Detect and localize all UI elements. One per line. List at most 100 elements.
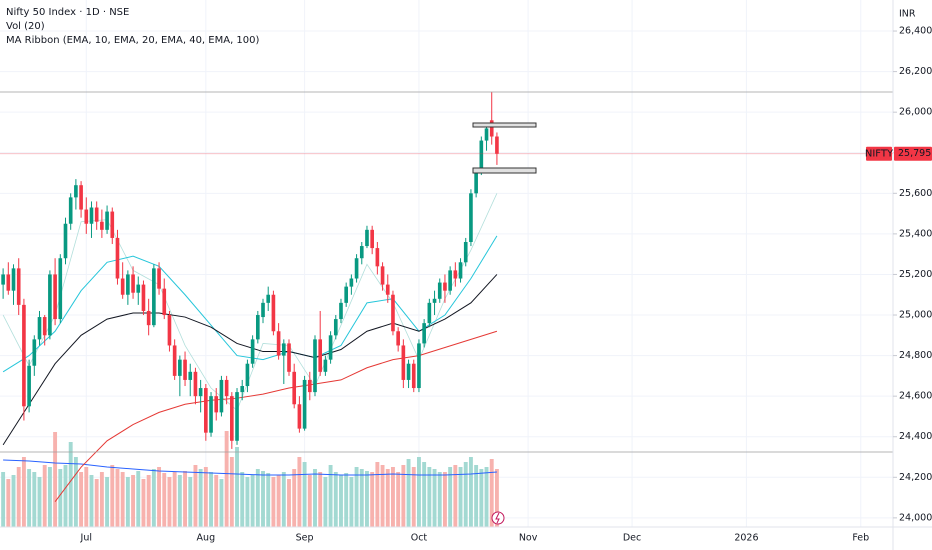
- volume-bar: [313, 469, 317, 527]
- volume-bar: [406, 459, 411, 527]
- volume-bar: [287, 479, 291, 527]
- volume-bar: [458, 467, 463, 527]
- volume-bar: [235, 447, 239, 527]
- volume-bar: [21, 457, 26, 527]
- volume-bar: [157, 467, 162, 527]
- candle-body: [474, 173, 478, 194]
- volume-bar: [489, 459, 494, 527]
- volume-bar: [16, 467, 21, 527]
- candle-body: [375, 248, 380, 267]
- volume-bar: [276, 475, 281, 527]
- volume-bar: [328, 465, 333, 527]
- candle-body: [313, 339, 317, 393]
- candle-body: [110, 211, 115, 238]
- candle-body: [359, 246, 364, 259]
- candle-body: [276, 331, 281, 356]
- y-tick-label: 24,800.00: [899, 350, 932, 361]
- volume-bar: [339, 475, 343, 527]
- y-tick-label: 26,400.00: [899, 26, 932, 37]
- candle-body: [307, 379, 312, 393]
- y-tick-label: 24,400.00: [899, 431, 932, 442]
- candle-body: [370, 229, 374, 249]
- candle-body: [349, 278, 354, 287]
- x-tick-label: Sep: [296, 533, 314, 544]
- candle-body: [162, 288, 167, 316]
- candle-body: [136, 284, 141, 293]
- volume-bar: [99, 472, 104, 527]
- volume-bar: [37, 477, 42, 527]
- volume-bar: [131, 475, 136, 527]
- volume-bar: [240, 472, 245, 527]
- volume-bar: [11, 475, 16, 527]
- volume-bar: [333, 472, 338, 527]
- volume-bar: [198, 469, 203, 527]
- volume-bar: [281, 472, 286, 527]
- volume-bar: [474, 465, 479, 527]
- x-tick-label: 2026: [734, 533, 758, 544]
- volume-bar: [344, 473, 349, 527]
- volume-bar: [245, 477, 250, 527]
- axes: 24,000.00 24,200.00 24,400.00 24,600.00 24,8…: [0, 26, 932, 544]
- indicator-label: MA Ribbon (EMA, 10, EMA, 20, EMA, 40, EM…: [6, 35, 260, 46]
- candle-body: [344, 286, 348, 303]
- candle-body: [27, 365, 31, 407]
- volume-bar: [422, 462, 427, 527]
- candle-body: [235, 392, 239, 441]
- candle-body: [157, 268, 161, 289]
- candle-body: [193, 371, 198, 397]
- x-tick-label: Dec: [623, 533, 641, 544]
- drawn-box: [472, 167, 537, 174]
- candle-body: [427, 302, 432, 324]
- candle-body: [266, 294, 271, 303]
- candle-body: [178, 359, 182, 376]
- x-tick-label: Oct: [411, 533, 428, 544]
- volume-bar: [27, 469, 32, 527]
- candle-body: [250, 339, 255, 364]
- y-tick-label: 25,000.00: [899, 310, 932, 321]
- volume-bar: [375, 462, 380, 527]
- volume-bar: [448, 467, 453, 527]
- currency-label: INR: [899, 9, 916, 20]
- volume-bar: [47, 467, 52, 527]
- candle-body: [469, 193, 473, 242]
- y-tick-label: 24,000.00: [899, 512, 932, 523]
- volume-bar: [307, 475, 312, 527]
- volume-bar: [115, 469, 120, 527]
- symbol-label: NIFTY: [865, 149, 894, 160]
- candle-body: [422, 323, 426, 344]
- candle-body: [22, 304, 26, 407]
- y-tick-label: 25,400.00: [899, 228, 932, 239]
- volume-bar: [417, 457, 421, 527]
- candle-body: [484, 128, 489, 141]
- candle-body: [489, 120, 494, 137]
- drawn-box: [472, 122, 537, 128]
- volume-bar: [146, 475, 151, 527]
- candle-body: [94, 207, 99, 222]
- ema-ribbon: [2, 193, 498, 502]
- candle-body: [380, 266, 385, 285]
- price-label: 25,795.15: [898, 148, 932, 159]
- volume-bar: [53, 432, 58, 527]
- volume-bar: [193, 465, 198, 527]
- volume-bar: [411, 467, 416, 527]
- event-icon[interactable]: [491, 511, 505, 525]
- volume-bar: [42, 465, 47, 527]
- candle-body: [152, 268, 156, 326]
- y-tick-label: 24,200.00: [899, 472, 932, 483]
- volume-bar: [271, 477, 276, 527]
- candle-body: [131, 274, 135, 293]
- volume-bar: [370, 472, 375, 527]
- volume-bar: [6, 479, 11, 527]
- candle-body: [74, 185, 78, 198]
- volume-bar: [468, 457, 473, 527]
- volume-bar: [136, 471, 141, 527]
- volume-bar: [484, 467, 489, 527]
- candle-body: [32, 339, 37, 366]
- x-tick-label: Aug: [197, 533, 216, 544]
- x-tick-label: Jul: [80, 533, 92, 544]
- candle-body: [209, 396, 213, 433]
- chart-title: Nifty 50 Index · 1D · NSE: [6, 7, 129, 18]
- volume-bar: [463, 462, 468, 527]
